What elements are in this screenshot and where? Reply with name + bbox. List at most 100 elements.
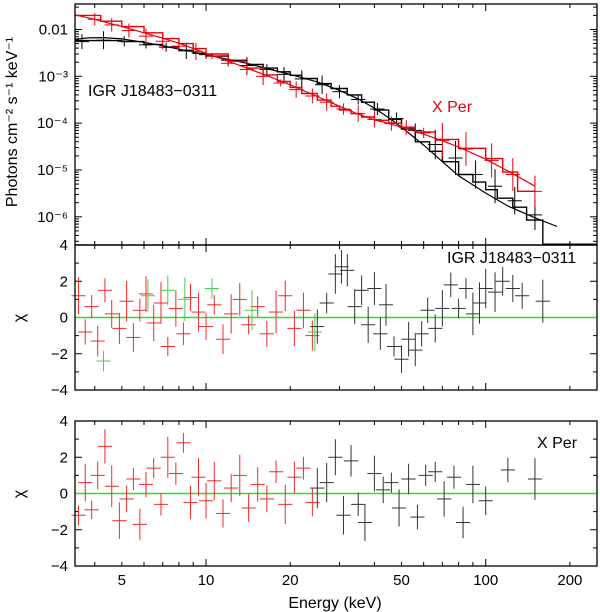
x-tick-label: 5 (118, 572, 126, 589)
data-point (448, 140, 463, 176)
data-point (198, 483, 214, 519)
data-point (155, 33, 170, 50)
data-point (307, 313, 322, 351)
y-tick-label: −2 (51, 346, 68, 363)
x-tick-label: 50 (393, 572, 410, 589)
data-point (126, 323, 141, 352)
data-point (84, 500, 99, 520)
data-point (160, 336, 175, 357)
data-point (428, 314, 443, 343)
data-point (507, 187, 522, 215)
data-point (328, 254, 343, 294)
panel-2: −4 −2 0 2 4 (51, 237, 598, 399)
data-point (505, 274, 520, 303)
data-point (373, 317, 388, 351)
data-point (418, 464, 433, 486)
data-point (357, 504, 373, 541)
data-point (232, 454, 247, 496)
data-point (138, 28, 154, 44)
spectrum-y-axis-title: Photons cm⁻² s⁻¹ keV⁻¹ (4, 37, 21, 207)
data-point (484, 143, 499, 178)
data-point (168, 462, 183, 485)
data-point (250, 467, 265, 502)
data-point (408, 334, 423, 367)
data-point (84, 294, 99, 319)
data-point (455, 506, 471, 539)
series-x-per-model (74, 14, 536, 187)
data-point (472, 282, 487, 324)
data-point (451, 298, 466, 319)
data-point (241, 315, 256, 335)
data-point (328, 439, 343, 476)
data-point (378, 283, 394, 326)
plot-frame (74, 3, 598, 246)
data-point (171, 40, 187, 52)
data-point (505, 158, 520, 191)
data-point (319, 292, 334, 314)
annotation-igr-spectrum: IGR J18483−0311 (88, 83, 217, 100)
data-point (336, 103, 351, 115)
data-point (487, 272, 503, 312)
data-point (527, 175, 543, 208)
data-point (315, 75, 330, 95)
data-point (495, 266, 510, 296)
panel-3: −4 −2 0 2 4 5 10 20 50 100 200 (51, 413, 598, 589)
model-curve (74, 14, 536, 187)
data-point (112, 502, 127, 539)
data-point (458, 132, 474, 166)
series-green (96, 275, 322, 372)
data-point (71, 277, 86, 315)
y-tick-label: 0 (60, 310, 68, 327)
data-point (132, 298, 147, 322)
residual-xper-y-axis-title: χ (11, 489, 28, 498)
data-point (207, 461, 222, 500)
y-tick-label: 10⁻⁶ (37, 209, 68, 226)
data-point (340, 254, 355, 287)
data-point (160, 436, 175, 478)
x-tick-label: 20 (282, 572, 299, 589)
data-point (146, 304, 161, 342)
data-point (176, 432, 191, 453)
data-point (410, 504, 425, 530)
data-point (97, 278, 113, 303)
data-point (198, 313, 214, 340)
data-point (126, 468, 141, 490)
data-point (90, 461, 105, 490)
data-point (401, 463, 416, 495)
data-point (244, 290, 260, 331)
data-point (310, 309, 325, 344)
data-point (71, 505, 86, 526)
data-point (146, 457, 161, 479)
data-point (183, 283, 198, 312)
data-point (394, 345, 409, 373)
data-point (140, 279, 156, 313)
data-point (361, 306, 376, 343)
series-red (71, 276, 320, 357)
model-step-line (75, 39, 597, 245)
data-point (176, 322, 191, 346)
data-point (478, 486, 493, 515)
data-point (500, 457, 515, 483)
data-point (153, 282, 169, 324)
data-point (204, 52, 220, 60)
series-black (310, 439, 543, 541)
data-point (224, 294, 239, 334)
data-point (177, 277, 192, 322)
data-point (296, 456, 311, 480)
data-point (153, 493, 169, 516)
data-point (215, 499, 231, 528)
data-point (97, 429, 113, 464)
y-tick-label: 2 (60, 273, 68, 290)
data-point (119, 485, 134, 513)
data-point (334, 249, 349, 284)
data-point (259, 485, 274, 513)
data-point (332, 85, 347, 99)
data-point (119, 280, 134, 322)
data-point (160, 275, 175, 306)
chart-panels: 10⁻⁶ 10⁻⁵ 10⁻⁴ 10⁻³ 0.01 −4 −2 0 2 4 −4 −2 0 2 4 5 10 20 5… (37, 3, 598, 589)
data-point (183, 485, 198, 520)
residual-igr-y-axis-title: χ (11, 313, 28, 322)
y-tick-label: 10⁻⁴ (37, 115, 68, 132)
data-point (376, 476, 391, 504)
